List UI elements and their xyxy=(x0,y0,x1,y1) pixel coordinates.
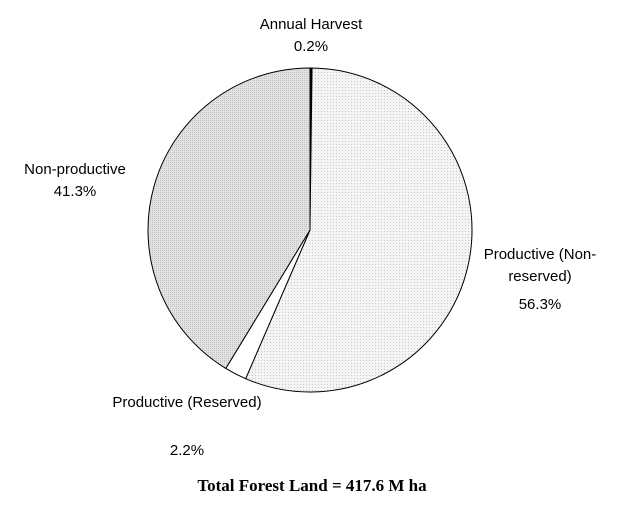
slice-label: Productive (Non-reserved) xyxy=(483,246,597,285)
slice-value-label: 56.3% xyxy=(518,296,562,313)
pie-slice xyxy=(245,67,473,393)
pie-area xyxy=(147,67,473,393)
slice-label: Annual Harvest xyxy=(259,16,363,33)
slice-value-label: 2.2% xyxy=(169,442,205,459)
slice-label: Productive (Reserved) xyxy=(112,394,262,411)
slice-value-label: 41.3% xyxy=(53,183,97,200)
slice-label: Non-productive xyxy=(24,161,126,178)
caption: Total Forest Land = 417.6 M ha xyxy=(197,476,427,495)
slice-value-label: 0.2% xyxy=(293,38,329,55)
pie-slice xyxy=(147,67,311,370)
